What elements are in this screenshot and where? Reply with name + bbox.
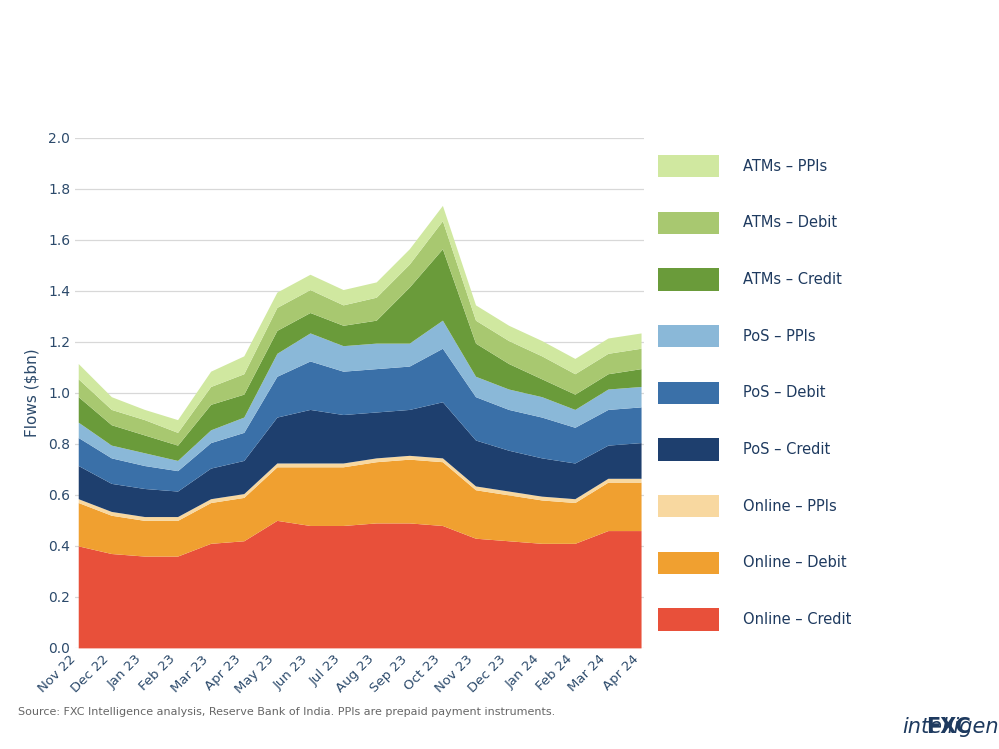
Text: PoS – Credit: PoS – Credit [742, 442, 830, 457]
Bar [657, 268, 719, 291]
Bar [657, 495, 719, 518]
Text: FXC: FXC [926, 717, 971, 736]
Bar [657, 438, 719, 461]
Text: intelligence®: intelligence® [903, 717, 999, 736]
Bar [657, 382, 719, 404]
Text: Cross-border usage of India-issued cards & payment instruments: Cross-border usage of India-issued cards… [18, 32, 909, 57]
Text: PoS – PPIs: PoS – PPIs [742, 329, 815, 344]
Text: Online – Credit: Online – Credit [742, 612, 851, 627]
Text: Source: FXC Intelligence analysis, Reserve Bank of India. PPIs are prepaid payme: Source: FXC Intelligence analysis, Reser… [18, 708, 555, 718]
Text: PoS – Debit: PoS – Debit [742, 385, 825, 401]
Y-axis label: Flows ($bn): Flows ($bn) [25, 348, 40, 437]
Bar [657, 155, 719, 178]
Bar [657, 608, 719, 631]
Bar [657, 552, 719, 574]
Text: ATMs – Debit: ATMs – Debit [742, 215, 837, 231]
Text: Online – PPIs: Online – PPIs [742, 499, 836, 514]
Bar [657, 325, 719, 348]
Text: ATMs – PPIs: ATMs – PPIs [742, 159, 827, 174]
Bar [657, 212, 719, 234]
Text: Online – Debit: Online – Debit [742, 555, 846, 571]
Text: Cross-border flows across online, PoS and ATMs, Nov 2022-Apr 2024: Cross-border flows across online, PoS an… [18, 91, 613, 109]
Text: ATMs – Credit: ATMs – Credit [742, 272, 841, 287]
